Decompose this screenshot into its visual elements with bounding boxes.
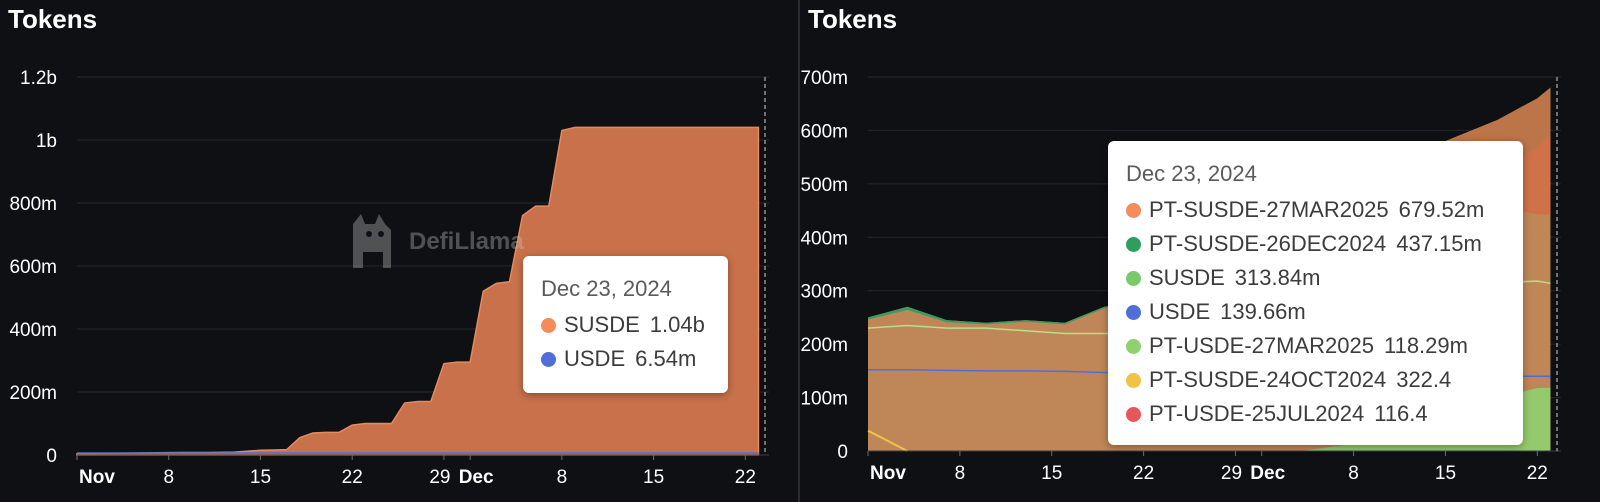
tooltip-series-name: USDE <box>564 346 626 371</box>
tooltip-series-name: PT-SUSDE-26DEC2024 <box>1149 231 1387 256</box>
y-tick-label: 600m <box>800 121 848 142</box>
y-tick-label: 700m <box>800 68 848 89</box>
tooltip-series-value: 437.15m <box>1396 231 1482 256</box>
series-color-dot-icon <box>1126 372 1141 388</box>
tooltip-row: USDE 6.54m <box>541 342 710 376</box>
right-chart-title: Tokens <box>808 4 898 34</box>
left-chart-tooltip: Dec 23, 2024 SUSDE 1.04b USDE 6.54m <box>523 256 728 393</box>
tooltip-row: PT-SUSDE-27MAR2025 679.52m <box>1126 193 1505 227</box>
left-chart-title: Tokens <box>8 4 98 34</box>
y-tick-label: 600m <box>9 257 57 278</box>
chart-panel-right: 0 100m 200m 300m 400m 500m 600m 700m Nov 8 15 22 29 D… <box>800 0 1600 502</box>
llama-logo-icon <box>353 214 391 268</box>
x-tick-label: 15 <box>1041 463 1062 484</box>
tooltip-series-name: PT-SUSDE-27MAR2025 <box>1149 197 1389 222</box>
x-tick-label: 29 <box>429 467 450 488</box>
tooltip-row: SUSDE 1.04b <box>541 308 710 342</box>
tooltip-series-name: PT-SUSDE-24OCT2024 <box>1149 367 1387 392</box>
series-color-dot-icon <box>1126 236 1141 252</box>
series-color-dot-icon <box>1126 304 1141 320</box>
y-tick-label: 100m <box>800 389 848 410</box>
watermark-text: DefiLlama <box>409 228 524 255</box>
y-tick-label: 0 <box>46 446 57 467</box>
tooltip-series-name: PT-USDE-25JUL2024 <box>1149 401 1365 426</box>
y-tick-label: 500m <box>800 175 848 196</box>
x-tick-label: 22 <box>1133 463 1154 484</box>
tooltip-row: PT-USDE-25JUL2024 116.4 <box>1126 397 1505 431</box>
tooltip-rows: PT-SUSDE-27MAR2025 679.52m PT-SUSDE-26DEC2… <box>1126 193 1505 431</box>
tooltip-row: USDE 139.66m <box>1126 295 1505 329</box>
y-tick-label: 1.2b <box>20 68 57 89</box>
tooltip-series-value: 6.54m <box>635 346 697 371</box>
x-tick-label: 8 <box>557 467 568 488</box>
y-tick-label: 200m <box>9 383 57 404</box>
tooltip-series-name: SUSDE <box>1149 265 1225 290</box>
x-tick-label: 22 <box>342 467 363 488</box>
tooltip-series-value: 116.4 <box>1374 401 1428 426</box>
y-tick-label: 800m <box>9 194 57 215</box>
tooltip-row: PT-SUSDE-26DEC2024 437.15m <box>1126 227 1505 261</box>
x-tick-label: 8 <box>163 467 174 488</box>
series-color-dot-icon <box>541 351 556 367</box>
tooltip-row: PT-SUSDE-24OCT2024 322.4 <box>1126 363 1505 397</box>
right-chart-tooltip: Dec 23, 2024 PT-SUSDE-27MAR2025 679.52m PT… <box>1108 141 1523 445</box>
series-color-dot-icon <box>1126 202 1141 218</box>
y-tick-label: 400m <box>9 320 57 341</box>
y-tick-label: 400m <box>800 228 848 249</box>
y-tick-label: 300m <box>800 282 848 303</box>
series-color-dot-icon <box>1126 338 1141 354</box>
tooltip-date: Dec 23, 2024 <box>541 276 672 301</box>
y-tick-label: 0 <box>837 442 848 463</box>
y-tick-label: 1b <box>36 131 57 152</box>
tooltip-series-value: 322.4 <box>1396 367 1452 392</box>
x-tick-label: 15 <box>250 467 271 488</box>
x-tick-label: Dec <box>459 467 494 488</box>
tooltip-row: PT-USDE-27MAR2025 118.29m <box>1126 329 1505 363</box>
line-series-pt-susde-24oct2024 <box>867 429 908 452</box>
x-tick-label: 8 <box>1348 463 1359 484</box>
tooltip-series-name: USDE <box>1149 299 1211 324</box>
x-tick-label: 22 <box>1527 463 1548 484</box>
panel-divider <box>798 0 800 502</box>
x-tick-label: 29 <box>1221 463 1242 484</box>
y-tick-label: 200m <box>800 335 848 356</box>
x-tick-label: Dec <box>1250 463 1285 484</box>
tooltip-series-value: 679.52m <box>1398 197 1485 222</box>
tooltip-series-name: PT-USDE-27MAR2025 <box>1149 333 1374 358</box>
tooltip-series-value: 139.66m <box>1220 299 1306 324</box>
chart-panel-left: 0 200m 400m 600m 800m 1b 1.2b Nov 8 15 22 29 Dec 8 15 2… <box>0 0 798 502</box>
x-tick-label: 22 <box>735 467 756 488</box>
tooltip-row: SUSDE 313.84m <box>1126 261 1505 295</box>
tooltip-series-name: SUSDE <box>564 312 640 337</box>
x-tick-label: 15 <box>1435 463 1456 484</box>
x-tick-label: Nov <box>870 463 906 484</box>
tooltip-series-value: 313.84m <box>1234 265 1321 290</box>
series-color-dot-icon <box>541 317 556 333</box>
x-tick-label: 15 <box>643 467 664 488</box>
tooltip-series-value: 118.29m <box>1383 333 1468 358</box>
series-color-dot-icon <box>1126 406 1141 422</box>
tooltip-series-value: 1.04b <box>649 312 705 337</box>
x-tick-label: Nov <box>79 467 115 488</box>
series-color-dot-icon <box>1126 270 1141 286</box>
x-tick-label: 8 <box>955 463 966 484</box>
defillama-watermark: DefiLlama <box>345 210 524 274</box>
tooltip-date: Dec 23, 2024 <box>1126 161 1257 186</box>
